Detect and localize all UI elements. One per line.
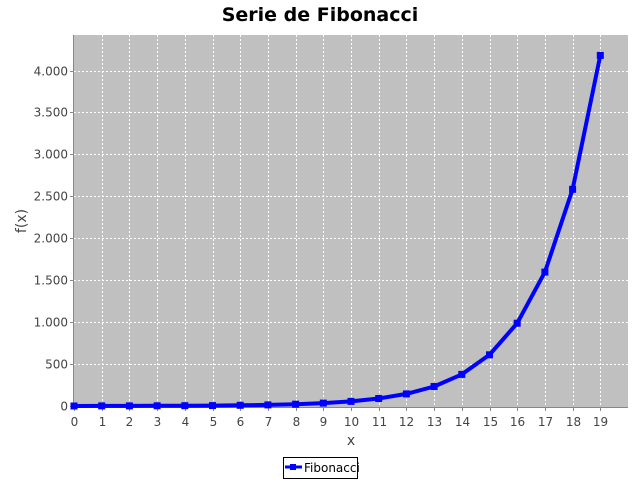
- data-point-marker: [125, 402, 133, 410]
- y-tick-label: 4.000: [34, 65, 68, 79]
- x-tick-label: 16: [510, 415, 525, 429]
- x-tick-label: 6: [237, 415, 245, 429]
- legend-marker-swatch: [290, 464, 296, 470]
- x-tick-label: 15: [483, 415, 498, 429]
- data-point-marker: [458, 370, 466, 378]
- data-point-marker: [596, 51, 604, 59]
- y-tick-label: 3.000: [34, 148, 68, 162]
- data-point-marker: [375, 395, 383, 402]
- data-point-marker: [181, 402, 189, 410]
- x-tick-label: 19: [593, 415, 608, 429]
- data-point-marker: [236, 401, 244, 409]
- x-tick-label: 18: [566, 415, 581, 429]
- series-line: [73, 54, 603, 408]
- x-tick-label: 12: [399, 415, 414, 429]
- y-tick-label: 1.500: [34, 274, 68, 288]
- data-point-marker: [569, 185, 577, 193]
- x-tick-label: 4: [182, 415, 190, 429]
- y-tick-label: 1.000: [34, 316, 68, 330]
- y-tick-label: 2.000: [34, 232, 68, 246]
- x-tick-label: 1: [99, 415, 107, 429]
- data-point-marker: [292, 400, 300, 408]
- y-tick-label: 500: [45, 358, 68, 372]
- x-tick-label: 14: [455, 415, 470, 429]
- chart-title: Serie de Fibonacci: [222, 4, 419, 26]
- grid-lines: [74, 35, 628, 407]
- x-tick-label: 7: [265, 415, 273, 429]
- x-tick-label: 17: [538, 415, 553, 429]
- data-point-marker: [319, 399, 327, 407]
- y-axis-label: f(x): [14, 209, 30, 233]
- x-tick-label: 2: [126, 415, 134, 429]
- data-point-marker: [486, 351, 493, 359]
- legend-box: [283, 457, 358, 479]
- data-point-marker: [513, 319, 521, 327]
- x-tick-label: 5: [210, 415, 218, 429]
- data-point-marker: [541, 268, 549, 276]
- y-axis-ticks: 0 500 1.000 1.500 2.000 2.500 3.000 3.500 4.000: [34, 65, 74, 414]
- series-fibonacci: [70, 51, 604, 410]
- x-tick-label: 3: [154, 415, 162, 429]
- data-point-marker: [264, 401, 272, 409]
- x-tick-label: 11: [372, 415, 387, 429]
- x-tick-label: 0: [71, 415, 79, 429]
- data-point-marker: [70, 402, 78, 410]
- legend-label: Fibonacci: [304, 461, 360, 475]
- x-tick-label: 8: [293, 415, 301, 429]
- data-point-marker: [430, 383, 438, 390]
- data-point-marker: [347, 397, 355, 405]
- legend: Fibonacci: [283, 457, 360, 479]
- data-point-marker: [209, 402, 216, 410]
- y-tick-label: 0: [60, 400, 68, 414]
- y-tick-label: 3.500: [34, 106, 68, 120]
- x-axis-ticks: 0 1 2 3 4 5 6 7 8 9 10 11 12 13 14 15 16 17 18 19: [71, 407, 608, 429]
- data-point-marker: [98, 402, 106, 410]
- x-tick-label: 10: [344, 415, 359, 429]
- data-point-marker: [402, 390, 410, 398]
- x-tick-label: 13: [427, 415, 442, 429]
- x-axis-label: x: [347, 433, 355, 449]
- x-tick-label: 9: [320, 415, 328, 429]
- y-tick-label: 2.500: [34, 190, 68, 204]
- data-point-marker: [153, 402, 161, 410]
